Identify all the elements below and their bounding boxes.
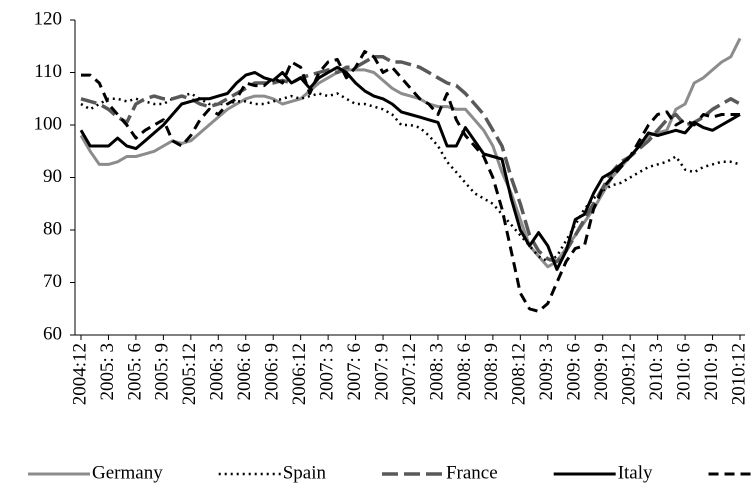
x-tick-label: 2005: 9 [152,343,173,401]
y-tick-label: 100 [34,113,63,134]
x-tick-label: 2004:12 [69,343,90,405]
x-tick-label: 2009: 3 [536,343,557,401]
x-tick-label: 2007:12 [399,343,420,405]
y-tick-label: 90 [43,166,62,187]
y-tick-label: 120 [34,8,63,29]
series-line [80,92,741,263]
legend-label: Spain [283,462,327,483]
x-tick-label: 2010: 3 [646,343,667,401]
x-tick-label: 2005: 6 [124,343,145,401]
legend-label: Italy [618,462,653,483]
x-tick-label: 2008:12 [509,343,530,405]
x-tick-label: 2010:12 [728,343,749,405]
series-line [80,55,741,264]
x-tick-label: 2007: 6 [344,343,365,401]
x-tick-label: 2006: 6 [234,343,255,401]
x-tick-label: 2009: 9 [591,343,612,401]
x-tick-label: 2010: 6 [673,343,694,401]
legend-label: France [446,462,498,483]
x-tick-label: 2005:12 [179,343,200,405]
x-tick-label: 2007: 9 [371,343,392,401]
x-tick-label: 2006:12 [289,343,310,405]
x-tick-label: 2007: 3 [316,343,337,401]
y-tick-label: 70 [43,271,62,292]
x-tick-label: 2006: 9 [262,343,283,401]
x-tick-label: 2008: 6 [454,343,475,401]
legend-label: Germany [92,462,163,483]
y-tick-label: 60 [43,323,62,344]
series-line [81,50,740,313]
x-tick-label: 2006: 3 [207,343,228,401]
x-tick-label: 2009:12 [619,343,640,405]
series-line [79,37,742,269]
x-tick-label: 2008: 3 [426,343,447,401]
x-tick-label: 2005: 3 [97,343,118,401]
x-tick-label: 2008: 9 [481,343,502,401]
y-tick-label: 110 [34,61,62,82]
x-tick-label: 2010: 9 [701,343,722,401]
y-tick-label: 80 [43,218,62,239]
x-tick-label: 2009: 6 [564,343,585,401]
